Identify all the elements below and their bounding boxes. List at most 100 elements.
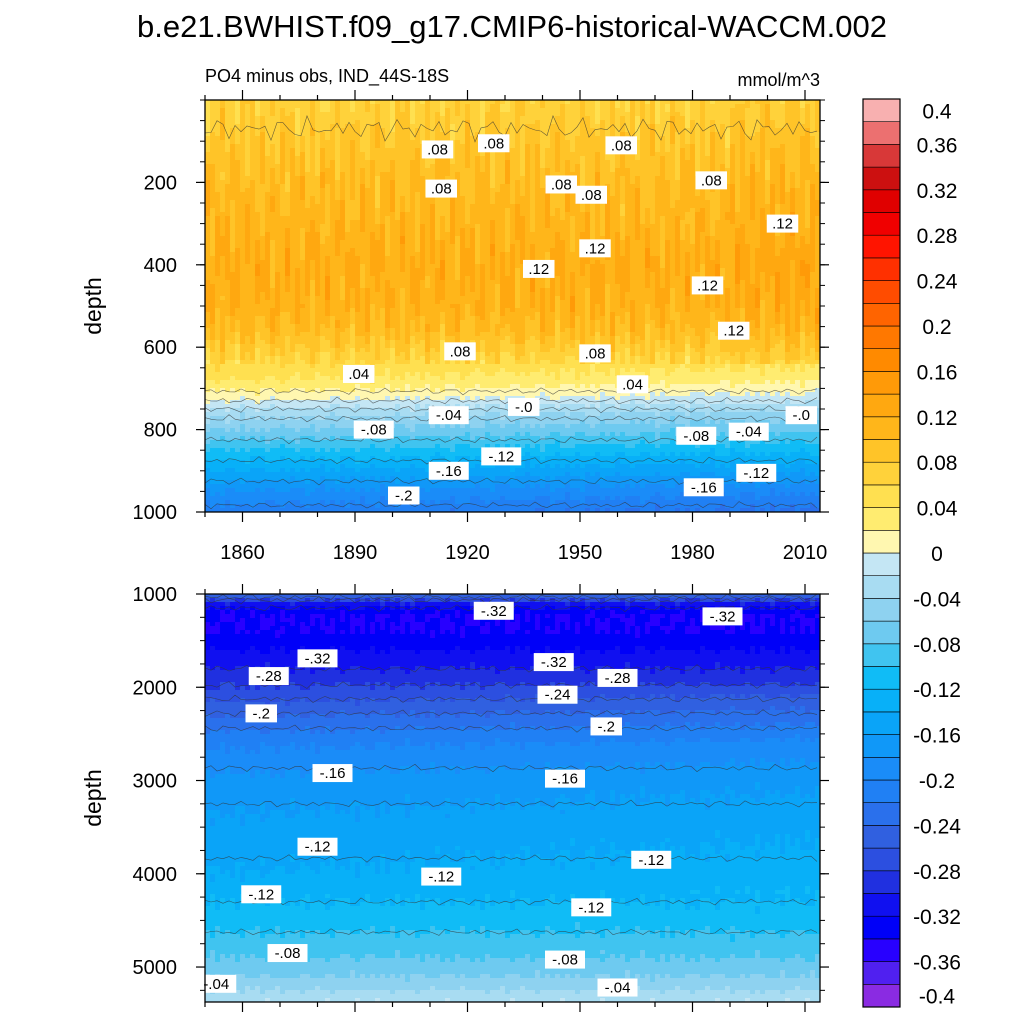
contour-cell (630, 128, 636, 133)
contour-cell (590, 220, 596, 225)
contour-cell (585, 144, 591, 149)
contour-cell (480, 112, 486, 117)
contour-cell (330, 220, 336, 225)
contour-cell (225, 180, 231, 185)
contour-cell (515, 148, 521, 153)
contour-cell (380, 108, 386, 113)
contour-cell (220, 184, 226, 189)
contour-cell (580, 112, 586, 117)
contour-cell (715, 212, 721, 217)
contour-cell (720, 136, 726, 141)
contour-cell (340, 152, 346, 157)
contour-cell (660, 244, 666, 249)
contour-cell (560, 252, 566, 257)
contour-cell (295, 156, 301, 161)
contour-cell (235, 200, 241, 205)
contour-cell (610, 104, 616, 109)
contour-cell (480, 228, 486, 233)
contour-cell (320, 100, 326, 105)
contour-cell (400, 256, 406, 261)
contour-cell (740, 136, 746, 141)
contour-cell (710, 104, 716, 109)
contour-cell (530, 208, 536, 213)
contour-cell (390, 248, 396, 253)
contour-cell (795, 232, 801, 237)
contour-cell (295, 140, 301, 145)
contour-cell (215, 228, 221, 233)
contour-cell (665, 180, 671, 185)
contour-cell (540, 100, 546, 105)
contour-cell (695, 256, 701, 261)
contour-cell (340, 228, 346, 233)
contour-cell (690, 140, 696, 145)
contour-cell (370, 260, 376, 265)
contour-cell (815, 120, 820, 125)
contour-cell (760, 172, 766, 177)
contour-cell (270, 236, 276, 241)
contour-cell (210, 172, 216, 177)
contour-cell (220, 148, 226, 153)
contour-cell (275, 252, 281, 257)
contour-cell (395, 244, 401, 249)
contour-cell (460, 116, 466, 121)
contour-cell (360, 152, 366, 157)
contour-cell (420, 200, 426, 205)
contour-cell (235, 116, 241, 121)
contour-cell (315, 164, 321, 169)
contour-cell (505, 216, 511, 221)
contour-cell (400, 172, 406, 177)
contour-cell (225, 100, 231, 105)
contour-cell (610, 132, 616, 137)
contour-cell (230, 104, 236, 109)
contour-cell (450, 244, 456, 249)
contour-cell (675, 100, 681, 105)
contour-cell (405, 184, 411, 189)
contour-cell (230, 224, 236, 229)
contour-cell (660, 100, 666, 105)
contour-cell (815, 104, 820, 109)
contour-cell (290, 156, 296, 161)
contour-cell (525, 172, 531, 177)
contour-cell (215, 152, 221, 157)
contour-cell (215, 204, 221, 209)
contour-cell (435, 224, 441, 229)
contour-cell (620, 232, 626, 237)
contour-cell (575, 216, 581, 221)
contour-cell (590, 128, 596, 133)
contour-cell (640, 124, 646, 129)
contour-cell (265, 148, 271, 153)
contour-cell (370, 240, 376, 245)
contour-cell (400, 196, 406, 201)
contour-cell (325, 236, 331, 241)
contour-cell (285, 140, 291, 145)
contour-cell (665, 140, 671, 145)
contour-cell (520, 104, 526, 109)
contour-cell (545, 168, 551, 173)
contour-cell (565, 172, 571, 177)
contour-cell (235, 216, 241, 221)
contour-cell (800, 220, 806, 225)
contour-cell (560, 104, 566, 109)
contour-cell (295, 196, 301, 201)
contour-cell (485, 188, 491, 193)
contour-cell (240, 240, 246, 245)
contour-cell (545, 220, 551, 225)
contour-cell (805, 200, 811, 205)
contour-cell (685, 192, 691, 197)
contour-cell (375, 104, 381, 109)
contour-cell (225, 148, 231, 153)
contour-cell (525, 240, 531, 245)
contour-cell (255, 232, 261, 237)
contour-cell (760, 196, 766, 201)
contour-cell (380, 212, 386, 217)
contour-cell (725, 140, 731, 145)
contour-cell (560, 240, 566, 245)
contour-cell (540, 108, 546, 113)
contour-cell (465, 140, 471, 145)
contour-cell (750, 148, 756, 153)
contour-cell (560, 232, 566, 237)
contour-cell (675, 240, 681, 245)
contour-cell (425, 224, 431, 229)
contour-cell (400, 100, 406, 105)
contour-cell (425, 160, 431, 165)
